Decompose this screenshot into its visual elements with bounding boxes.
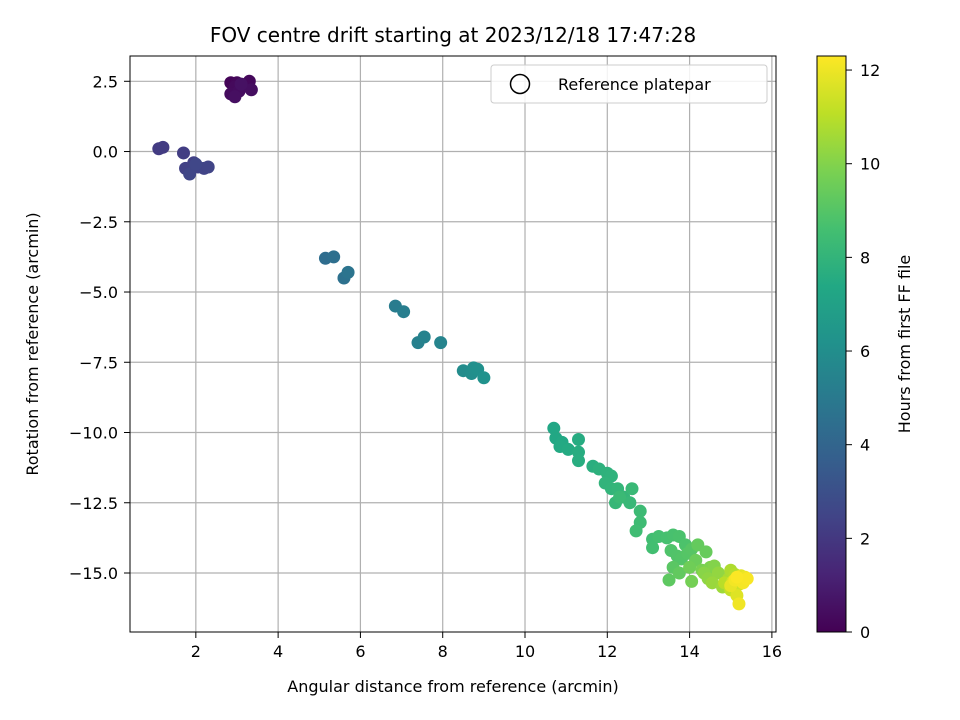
scatter-point [730, 570, 744, 584]
scatter-point [547, 421, 561, 435]
scatter-point [572, 454, 585, 468]
scatter-point [434, 336, 448, 350]
x-axis-label: Angular distance from reference (arcmin) [287, 677, 618, 696]
scatter-point [625, 482, 639, 496]
colorbar-tick-label: 0 [860, 623, 870, 642]
scatter-point [156, 140, 170, 154]
y-axis-label: Rotation from reference (arcmin) [23, 212, 42, 475]
colorbar-tick-label: 8 [860, 248, 870, 267]
scatter-point [228, 90, 242, 104]
colorbar: 0 2 4 6 8 10 12 Hours from first FF file [816, 55, 914, 642]
colorbar-ticks: 0 2 4 6 8 10 12 [846, 61, 880, 642]
x-tick-label: 16 [762, 642, 782, 661]
scatter-point [683, 560, 697, 574]
x-axis-ticks: 2 4 6 8 10 12 14 16 [191, 632, 782, 661]
y-tick-label: −7.5 [79, 353, 118, 372]
scatter-point [477, 371, 491, 385]
y-tick-label: −2.5 [79, 213, 118, 232]
colorbar-tick-label: 10 [860, 155, 880, 174]
scatter-point [613, 490, 627, 504]
scatter-point [623, 496, 637, 510]
colorbar-tick-label: 12 [860, 61, 880, 80]
legend-marker-reference-platepar [509, 73, 531, 95]
x-tick-label: 10 [515, 642, 535, 661]
scatter-point [176, 146, 190, 160]
scatter-point [397, 305, 411, 319]
y-tick-label: −10.0 [69, 424, 118, 443]
grid-lines [130, 56, 776, 632]
scatter-point [341, 265, 355, 279]
scatter-point [417, 330, 431, 344]
scatter-point [732, 597, 746, 611]
colorbar-tick-label: 6 [860, 342, 870, 361]
scatter-point [561, 442, 575, 456]
scatter-point [234, 77, 248, 91]
y-tick-label: −5.0 [79, 283, 118, 302]
scatter-point [662, 573, 676, 587]
scatter-point [327, 250, 341, 264]
scatter-points [152, 74, 754, 611]
scatter-point [685, 574, 699, 588]
scatter-point [699, 545, 713, 559]
plot-frame [129, 55, 777, 633]
scatter-point [646, 541, 660, 555]
legend-box [490, 64, 768, 104]
colorbar-label: Hours from first FF file [895, 255, 914, 434]
scatter-point [244, 83, 258, 97]
legend: Reference platepar [490, 64, 768, 104]
y-axis-ticks: 2.5 0.0 −2.5 −5.0 −7.5 −10.0 −12.5 −15.0 [69, 72, 130, 583]
x-tick-label: 14 [679, 642, 699, 661]
colorbar-gradient [816, 55, 847, 633]
scatter-point [183, 167, 197, 181]
colorbar-tick-label: 2 [860, 529, 870, 548]
x-tick-label: 12 [597, 642, 617, 661]
y-tick-label: 0.0 [93, 143, 118, 162]
scatter-point [672, 566, 686, 580]
x-tick-label: 2 [191, 642, 201, 661]
scatter-point [572, 433, 585, 447]
chart-title: FOV centre drift starting at 2023/12/18 … [210, 23, 696, 47]
colorbar-tick-label: 4 [860, 436, 870, 455]
legend-entry-reference-platepar: Reference platepar [558, 75, 711, 94]
scatter-point [633, 504, 647, 518]
x-tick-label: 6 [355, 642, 365, 661]
x-tick-label: 8 [438, 642, 448, 661]
scatter-point [711, 566, 725, 580]
scatter-point [740, 572, 754, 586]
scatter-point [705, 576, 719, 590]
y-tick-label: −15.0 [69, 564, 118, 583]
scatter-point [629, 524, 643, 538]
scatter-point [189, 157, 203, 171]
y-tick-label: 2.5 [93, 72, 118, 91]
y-tick-label: −12.5 [69, 494, 118, 513]
x-tick-label: 4 [273, 642, 283, 661]
scatter-point [201, 160, 215, 174]
